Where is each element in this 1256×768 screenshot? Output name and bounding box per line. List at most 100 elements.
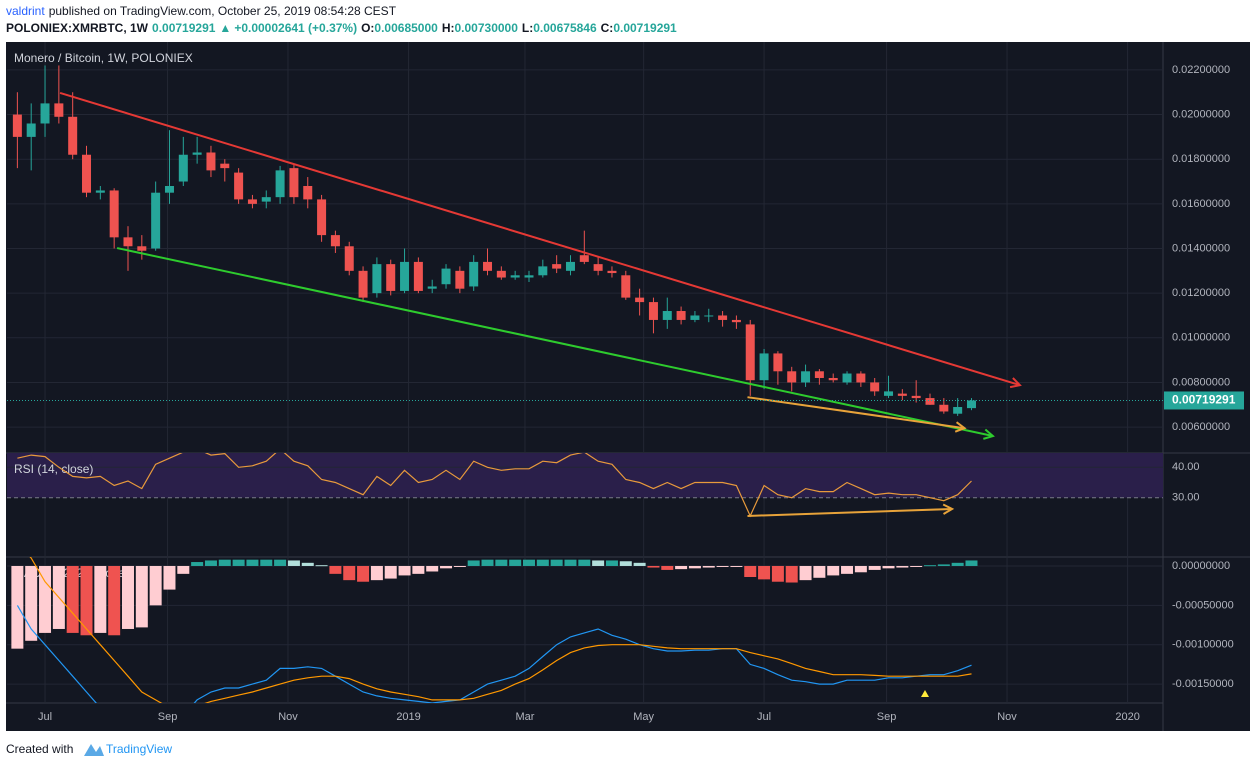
histogram-bar: [398, 565, 411, 576]
candle-body: [220, 163, 230, 169]
candle-body: [842, 373, 852, 383]
candle-body: [275, 170, 285, 198]
trendline: [59, 91, 1021, 387]
histogram-bar: [661, 565, 674, 570]
histogram-bar: [149, 565, 162, 606]
y-tick-label: -0.00050000: [1172, 599, 1234, 611]
histogram-bar: [370, 565, 383, 581]
histogram-bar: [135, 565, 148, 628]
candle-body: [925, 398, 935, 405]
candle-body: [552, 264, 562, 269]
candle-body: [12, 114, 22, 137]
candle-body: [814, 371, 824, 378]
candle-body: [206, 152, 216, 171]
histogram-bar: [274, 559, 287, 566]
pane-title: Monero / Bitcoin, 1W, POLONIEX: [14, 51, 193, 65]
candle-body: [455, 270, 465, 289]
histogram-bar: [854, 565, 867, 573]
histogram-bar: [937, 564, 950, 566]
candle-body: [828, 377, 838, 381]
candle-body: [621, 275, 631, 298]
candle-body: [164, 185, 174, 193]
y-tick-label: 0.01600000: [1172, 198, 1230, 210]
rsi-band: [7, 453, 1163, 498]
candle-body: [731, 319, 741, 323]
histogram-bar: [744, 565, 757, 578]
histogram-bar: [951, 562, 964, 566]
histogram-bar: [94, 565, 107, 633]
trendline-arrow: [954, 421, 967, 433]
candle-body: [510, 275, 520, 278]
tradingview-logo: [84, 744, 104, 756]
candle-body: [54, 103, 64, 117]
histogram-bar: [578, 559, 591, 566]
candle-body: [593, 264, 603, 271]
macd-line: [16, 605, 972, 703]
candle-body: [386, 264, 396, 291]
y-tick-label: 0.01000000: [1172, 332, 1230, 344]
footer-created: Created with: [6, 742, 73, 756]
ohlc-value: 0.00685000: [374, 21, 438, 35]
histogram-bar: [440, 565, 453, 569]
x-tick-label: Mar: [516, 711, 535, 723]
published: published on TradingView.com, October 25…: [49, 4, 397, 18]
histogram-bar: [204, 560, 217, 566]
candle-body: [745, 324, 755, 381]
candle-body: [68, 116, 78, 155]
chart-background: [6, 42, 1250, 731]
histogram-bar: [191, 562, 204, 566]
histogram-bar: [11, 565, 24, 649]
macd-line: [29, 557, 972, 703]
x-tick-label: Sep: [158, 711, 178, 723]
footer-brand[interactable]: TradingView: [106, 742, 172, 756]
header-line-2: POLONIEX:XMRBTC, 1W 0.00719291 ▲ +0.0000264…: [6, 21, 677, 35]
histogram-bar: [301, 562, 314, 566]
candle-body: [178, 154, 188, 182]
author: valdrint: [6, 4, 45, 18]
candle-body: [759, 353, 769, 381]
candle-body: [82, 154, 92, 193]
histogram-bar: [412, 565, 425, 574]
histogram-bar: [218, 559, 231, 566]
candle-body: [372, 264, 382, 294]
histogram-bar: [522, 559, 535, 566]
ohlc-value: 0.00675846: [533, 21, 597, 35]
histogram-bar: [329, 565, 342, 574]
ohlc-label: O:: [361, 21, 374, 35]
candle-body: [524, 275, 534, 278]
histogram-bar: [163, 565, 176, 590]
histogram-bar: [592, 560, 605, 566]
y-tick-label: 0.01200000: [1172, 287, 1230, 299]
histogram-bar: [647, 565, 660, 568]
x-tick-label: Jul: [757, 711, 771, 723]
candle-body: [662, 311, 672, 320]
histogram-bar: [260, 559, 273, 566]
histogram-bar: [108, 565, 121, 636]
y-tick-label: 0.00800000: [1172, 376, 1230, 388]
candle-body: [413, 261, 423, 291]
ohlc-label: L:: [522, 21, 533, 35]
histogram-bar: [896, 565, 909, 568]
y-tick-label: 0.00600000: [1172, 421, 1230, 433]
last-price-label: 0.00719291: [1172, 393, 1236, 407]
candle-body: [690, 315, 700, 320]
histogram-bar: [509, 559, 522, 566]
candle-body: [538, 266, 548, 276]
ohlc-value: 0.00730000: [455, 21, 519, 35]
histogram-bar: [688, 565, 701, 569]
y-tick-label: 0.02200000: [1172, 64, 1230, 76]
candle-body: [123, 237, 133, 247]
candle-body: [565, 261, 575, 271]
candle-body: [400, 261, 410, 291]
candle-body: [317, 199, 327, 236]
histogram-bar: [716, 565, 729, 567]
y-tick-label: 0.01800000: [1172, 153, 1230, 165]
histogram-bar: [675, 565, 688, 570]
candle-body: [676, 311, 686, 320]
histogram-bar: [536, 559, 549, 566]
histogram-bar: [121, 565, 134, 629]
last-price-box: [1164, 391, 1244, 410]
rsi-line: [17, 453, 972, 518]
histogram-bar: [702, 565, 715, 568]
y-tick-label: 30.00: [1172, 492, 1200, 504]
